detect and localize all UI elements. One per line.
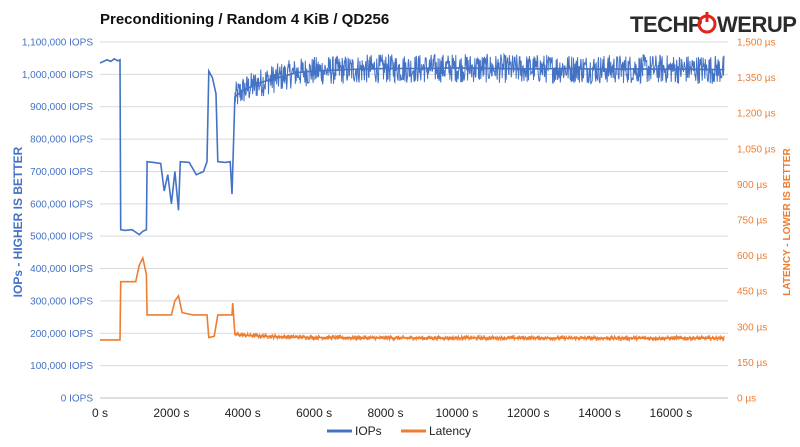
y-tick-label-4: 400,000 IOPS xyxy=(30,264,93,275)
y-tick-label-7: 700,000 IOPS xyxy=(30,167,93,178)
y2-tick-label-7: 1,050 µs xyxy=(737,144,776,155)
y2-tick-label-10: 1,500 µs xyxy=(737,38,776,49)
grid xyxy=(100,41,728,399)
x-axis-ticks: 0 s 2000 s 4000 s 6000 s 8000 s 10000 s 12000 … xyxy=(92,406,692,420)
y-axis-left-label: IOPs - HIGHER IS BETTER xyxy=(11,146,25,297)
logo-text-left: TECHP xyxy=(630,12,702,37)
legend-label-latency: Latency xyxy=(429,424,471,438)
y-axis-right-ticks: 0 µs 150 µs 300 µs 450 µs 600 µs 750 µs 900 µs… xyxy=(737,38,776,405)
x-tick-label-6: 12000 s xyxy=(507,406,550,420)
x-tick-label-2: 4000 s xyxy=(225,406,261,420)
y2-tick-label-2: 300 µs xyxy=(737,322,767,333)
series-noise-iops-0 xyxy=(234,52,725,105)
logo-text-right: WERUP xyxy=(717,12,796,37)
x-tick-label-1: 2000 s xyxy=(153,406,189,420)
logo: TECHP WERUP xyxy=(630,12,797,37)
y-tick-label-3: 300,000 IOPS xyxy=(30,296,93,307)
y2-tick-label-8: 1,200 µs xyxy=(737,109,776,120)
y-axis-left-ticks: 0 IOPS 100,000 IOPS 200,000 IOPS 300,000 IO… xyxy=(22,38,93,405)
series-line-iops xyxy=(99,57,725,236)
y2-tick-label-9: 1,350 µs xyxy=(737,73,776,84)
y2-tick-label-4: 600 µs xyxy=(737,251,767,262)
y-axis-right-label: LATENCY - LOWER IS BETTER xyxy=(782,148,793,296)
y-tick-label-10: 1,000,000 IOPS xyxy=(22,70,93,81)
series-latency xyxy=(100,255,725,343)
x-tick-label-8: 16000 s xyxy=(650,406,693,420)
y2-tick-label-0: 0 µs xyxy=(737,394,756,405)
x-tick-label-7: 14000 s xyxy=(578,406,621,420)
y-tick-label-6: 600,000 IOPS xyxy=(30,199,93,210)
y2-tick-label-5: 750 µs xyxy=(737,216,767,227)
legend: IOPs Latency xyxy=(327,424,471,438)
x-tick-label-4: 8000 s xyxy=(367,406,403,420)
y-tick-label-0: 0 IOPS xyxy=(61,394,94,405)
x-tick-label-0: 0 s xyxy=(92,406,108,420)
y-tick-label-11: 1,100,000 IOPS xyxy=(22,38,93,49)
y2-tick-label-6: 900 µs xyxy=(737,180,767,191)
y-tick-label-8: 800,000 IOPS xyxy=(30,135,93,146)
legend-label-iops: IOPs xyxy=(355,424,382,438)
plot-area xyxy=(99,52,725,343)
series-noise-latency-0 xyxy=(234,330,725,343)
y-tick-label-5: 500,000 IOPS xyxy=(30,232,93,243)
y2-tick-label-1: 150 µs xyxy=(737,358,767,369)
x-tick-label-5: 10000 s xyxy=(435,406,478,420)
y-tick-label-2: 200,000 IOPS xyxy=(30,329,93,340)
power-icon xyxy=(697,12,717,34)
y2-tick-label-3: 450 µs xyxy=(737,287,767,298)
x-tick-label-3: 6000 s xyxy=(296,406,332,420)
y-tick-label-1: 100,000 IOPS xyxy=(30,361,93,372)
y-tick-label-9: 900,000 IOPS xyxy=(30,102,93,113)
chart-title: Preconditioning / Random 4 KiB / QD256 xyxy=(100,11,389,28)
series-iops xyxy=(99,52,725,236)
